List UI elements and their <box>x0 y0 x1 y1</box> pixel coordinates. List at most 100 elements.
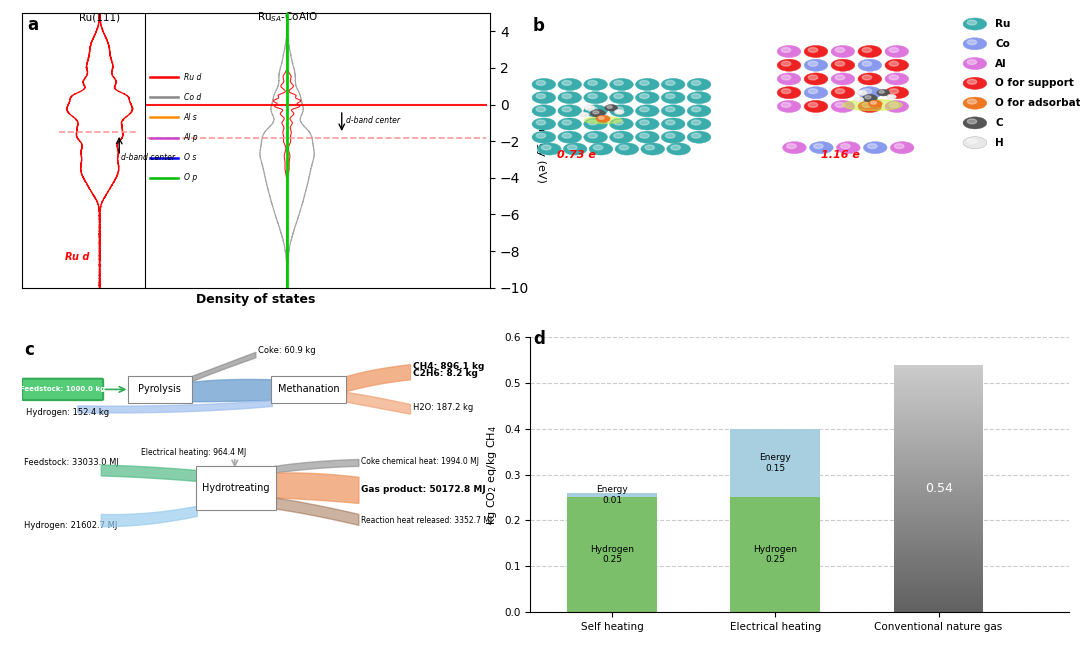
Circle shape <box>889 75 899 80</box>
Text: O for support: O for support <box>996 78 1075 89</box>
Bar <box>893 538 984 541</box>
Bar <box>893 436 984 439</box>
Circle shape <box>968 20 976 25</box>
Bar <box>893 488 984 492</box>
Bar <box>893 405 984 408</box>
Bar <box>893 393 984 396</box>
Bar <box>893 396 984 398</box>
Bar <box>730 429 820 497</box>
Circle shape <box>639 81 649 85</box>
Polygon shape <box>274 473 359 503</box>
Bar <box>893 473 984 476</box>
Circle shape <box>613 120 623 125</box>
Bar <box>893 430 984 433</box>
Circle shape <box>536 133 545 138</box>
Bar <box>893 365 984 368</box>
Circle shape <box>856 98 860 100</box>
Circle shape <box>889 48 899 52</box>
Bar <box>893 497 984 501</box>
Text: Co: Co <box>996 39 1010 49</box>
Circle shape <box>963 117 987 129</box>
Bar <box>893 389 984 393</box>
Circle shape <box>862 89 872 94</box>
Text: c: c <box>24 341 33 359</box>
Bar <box>893 442 984 445</box>
Text: d-band center: d-band center <box>346 116 400 125</box>
Circle shape <box>888 95 892 97</box>
Circle shape <box>963 137 987 148</box>
Circle shape <box>562 133 571 138</box>
Circle shape <box>613 81 623 85</box>
Circle shape <box>867 144 877 148</box>
Bar <box>893 519 984 522</box>
Bar <box>893 448 984 451</box>
Circle shape <box>859 91 863 93</box>
Bar <box>893 414 984 417</box>
Circle shape <box>868 100 882 107</box>
Bar <box>893 525 984 529</box>
Circle shape <box>615 109 624 115</box>
Circle shape <box>778 73 801 85</box>
Bar <box>893 495 984 497</box>
Bar <box>893 504 984 507</box>
Text: a: a <box>27 16 39 34</box>
Circle shape <box>963 38 987 50</box>
Circle shape <box>615 143 638 155</box>
Circle shape <box>558 78 582 90</box>
Circle shape <box>963 18 987 30</box>
Circle shape <box>885 100 908 113</box>
Bar <box>893 507 984 510</box>
Circle shape <box>808 75 818 80</box>
Text: Hydrogen
0.25: Hydrogen 0.25 <box>590 545 634 564</box>
Text: Coke chemical heat: 1994.0 MJ: Coke chemical heat: 1994.0 MJ <box>362 456 480 465</box>
Circle shape <box>870 102 876 104</box>
FancyBboxPatch shape <box>195 465 276 510</box>
Circle shape <box>963 97 987 109</box>
Text: Coke: 60.9 kg: Coke: 60.9 kg <box>258 346 315 355</box>
Circle shape <box>691 120 701 125</box>
Bar <box>893 522 984 525</box>
Bar <box>893 587 984 590</box>
Text: Pyrolysis: Pyrolysis <box>138 384 181 395</box>
Circle shape <box>808 89 818 94</box>
Circle shape <box>968 40 976 45</box>
Circle shape <box>968 119 976 124</box>
Circle shape <box>588 81 597 85</box>
Bar <box>893 439 984 442</box>
Circle shape <box>781 102 791 107</box>
Circle shape <box>580 112 589 117</box>
Y-axis label: Energy (eV): Energy (eV) <box>536 117 545 184</box>
Circle shape <box>532 118 556 130</box>
Circle shape <box>588 94 597 98</box>
Circle shape <box>808 48 818 52</box>
Bar <box>893 492 984 495</box>
Circle shape <box>671 145 680 150</box>
Circle shape <box>808 102 818 107</box>
Circle shape <box>613 107 623 112</box>
Circle shape <box>808 61 818 66</box>
Text: Ru$_{SA}$-CoAlO: Ru$_{SA}$-CoAlO <box>257 10 318 24</box>
Circle shape <box>661 131 685 143</box>
Bar <box>893 377 984 380</box>
Circle shape <box>588 120 597 125</box>
Circle shape <box>590 109 605 117</box>
Circle shape <box>596 115 610 122</box>
Bar <box>893 534 984 538</box>
Text: 0.73 e: 0.73 e <box>557 150 596 160</box>
Y-axis label: kg CO$_2$ eq/kg CH$_4$: kg CO$_2$ eq/kg CH$_4$ <box>485 424 499 525</box>
Bar <box>893 417 984 421</box>
X-axis label: Density of states: Density of states <box>197 294 315 307</box>
Circle shape <box>635 92 659 104</box>
Text: Ru(111): Ru(111) <box>79 12 120 22</box>
Circle shape <box>581 113 585 115</box>
Bar <box>893 510 984 513</box>
Circle shape <box>665 94 675 98</box>
Bar <box>893 501 984 504</box>
Text: d-band center: d-band center <box>121 152 175 161</box>
Circle shape <box>589 143 612 155</box>
Circle shape <box>562 81 571 85</box>
Text: Hydrogen: 152.4 kg: Hydrogen: 152.4 kg <box>26 408 109 417</box>
Circle shape <box>781 89 791 94</box>
Bar <box>567 497 657 612</box>
Circle shape <box>889 61 899 66</box>
